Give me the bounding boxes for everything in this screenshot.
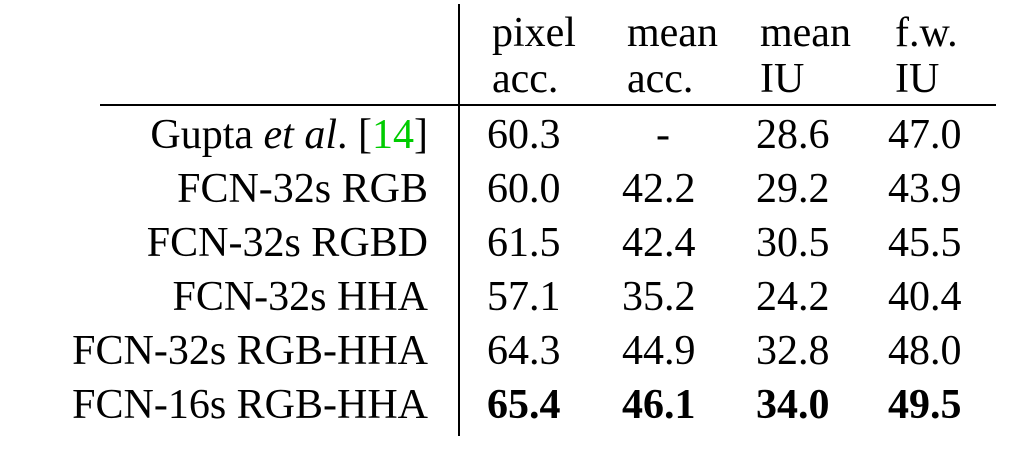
cell-value: 32.8 (756, 328, 830, 374)
row-label-gupta: Gupta et al. [14] (150, 114, 428, 156)
cell-value: 57.1 (487, 274, 561, 320)
row-label-prefix: Gupta (150, 112, 264, 158)
cell-value: 24.2 (756, 274, 830, 320)
row-label: FCN-32s HHA (172, 274, 428, 320)
row-label-italic: et al (263, 112, 337, 158)
citation-link[interactable]: 14 (372, 112, 414, 158)
cell-value: 48.0 (888, 328, 962, 374)
column-divider (458, 4, 460, 436)
cell-value: 64.3 (487, 328, 561, 374)
header-iu-1: IU (760, 56, 805, 102)
row-label: FCN-16s RGB-HHA (72, 382, 428, 428)
cell-value: - (656, 112, 670, 158)
row-label: FCN-32s RGB (177, 166, 428, 212)
header-mean-1: mean (627, 10, 718, 56)
header-pixel: pixel (492, 10, 576, 56)
header-acc-2: acc. (627, 56, 694, 102)
cell-value: 61.5 (487, 220, 561, 266)
cell-value: 60.0 (487, 166, 561, 212)
cell-value: 30.5 (756, 220, 830, 266)
row-label: FCN-32s RGB-HHA (72, 328, 428, 374)
row-label-end: ] (414, 112, 428, 158)
cell-value: 44.9 (622, 328, 696, 374)
cell-value: 35.2 (622, 274, 696, 320)
cell-value-best: 49.5 (888, 382, 962, 428)
cell-value: 28.6 (756, 112, 830, 158)
header-iu-2: IU (895, 56, 940, 102)
header-mean-2: mean (760, 10, 851, 56)
cell-value-best: 34.0 (756, 382, 830, 428)
cell-value-best: 46.1 (622, 382, 696, 428)
header-rule (100, 104, 996, 106)
cell-value: 42.2 (622, 166, 696, 212)
row-label: FCN-32s RGBD (146, 220, 428, 266)
cell-value-best: 65.4 (487, 382, 561, 428)
header-acc-1: acc. (492, 56, 559, 102)
cell-value: 45.5 (888, 220, 962, 266)
cell-value: 47.0 (888, 112, 962, 158)
cell-value: 42.4 (622, 220, 696, 266)
cell-value: 43.9 (888, 166, 962, 212)
header-fw: f.w. (895, 10, 958, 56)
cell-value: 40.4 (888, 274, 962, 320)
row-label-suffix: . [ (337, 112, 372, 158)
cell-value: 29.2 (756, 166, 830, 212)
cell-value: 60.3 (487, 112, 561, 158)
